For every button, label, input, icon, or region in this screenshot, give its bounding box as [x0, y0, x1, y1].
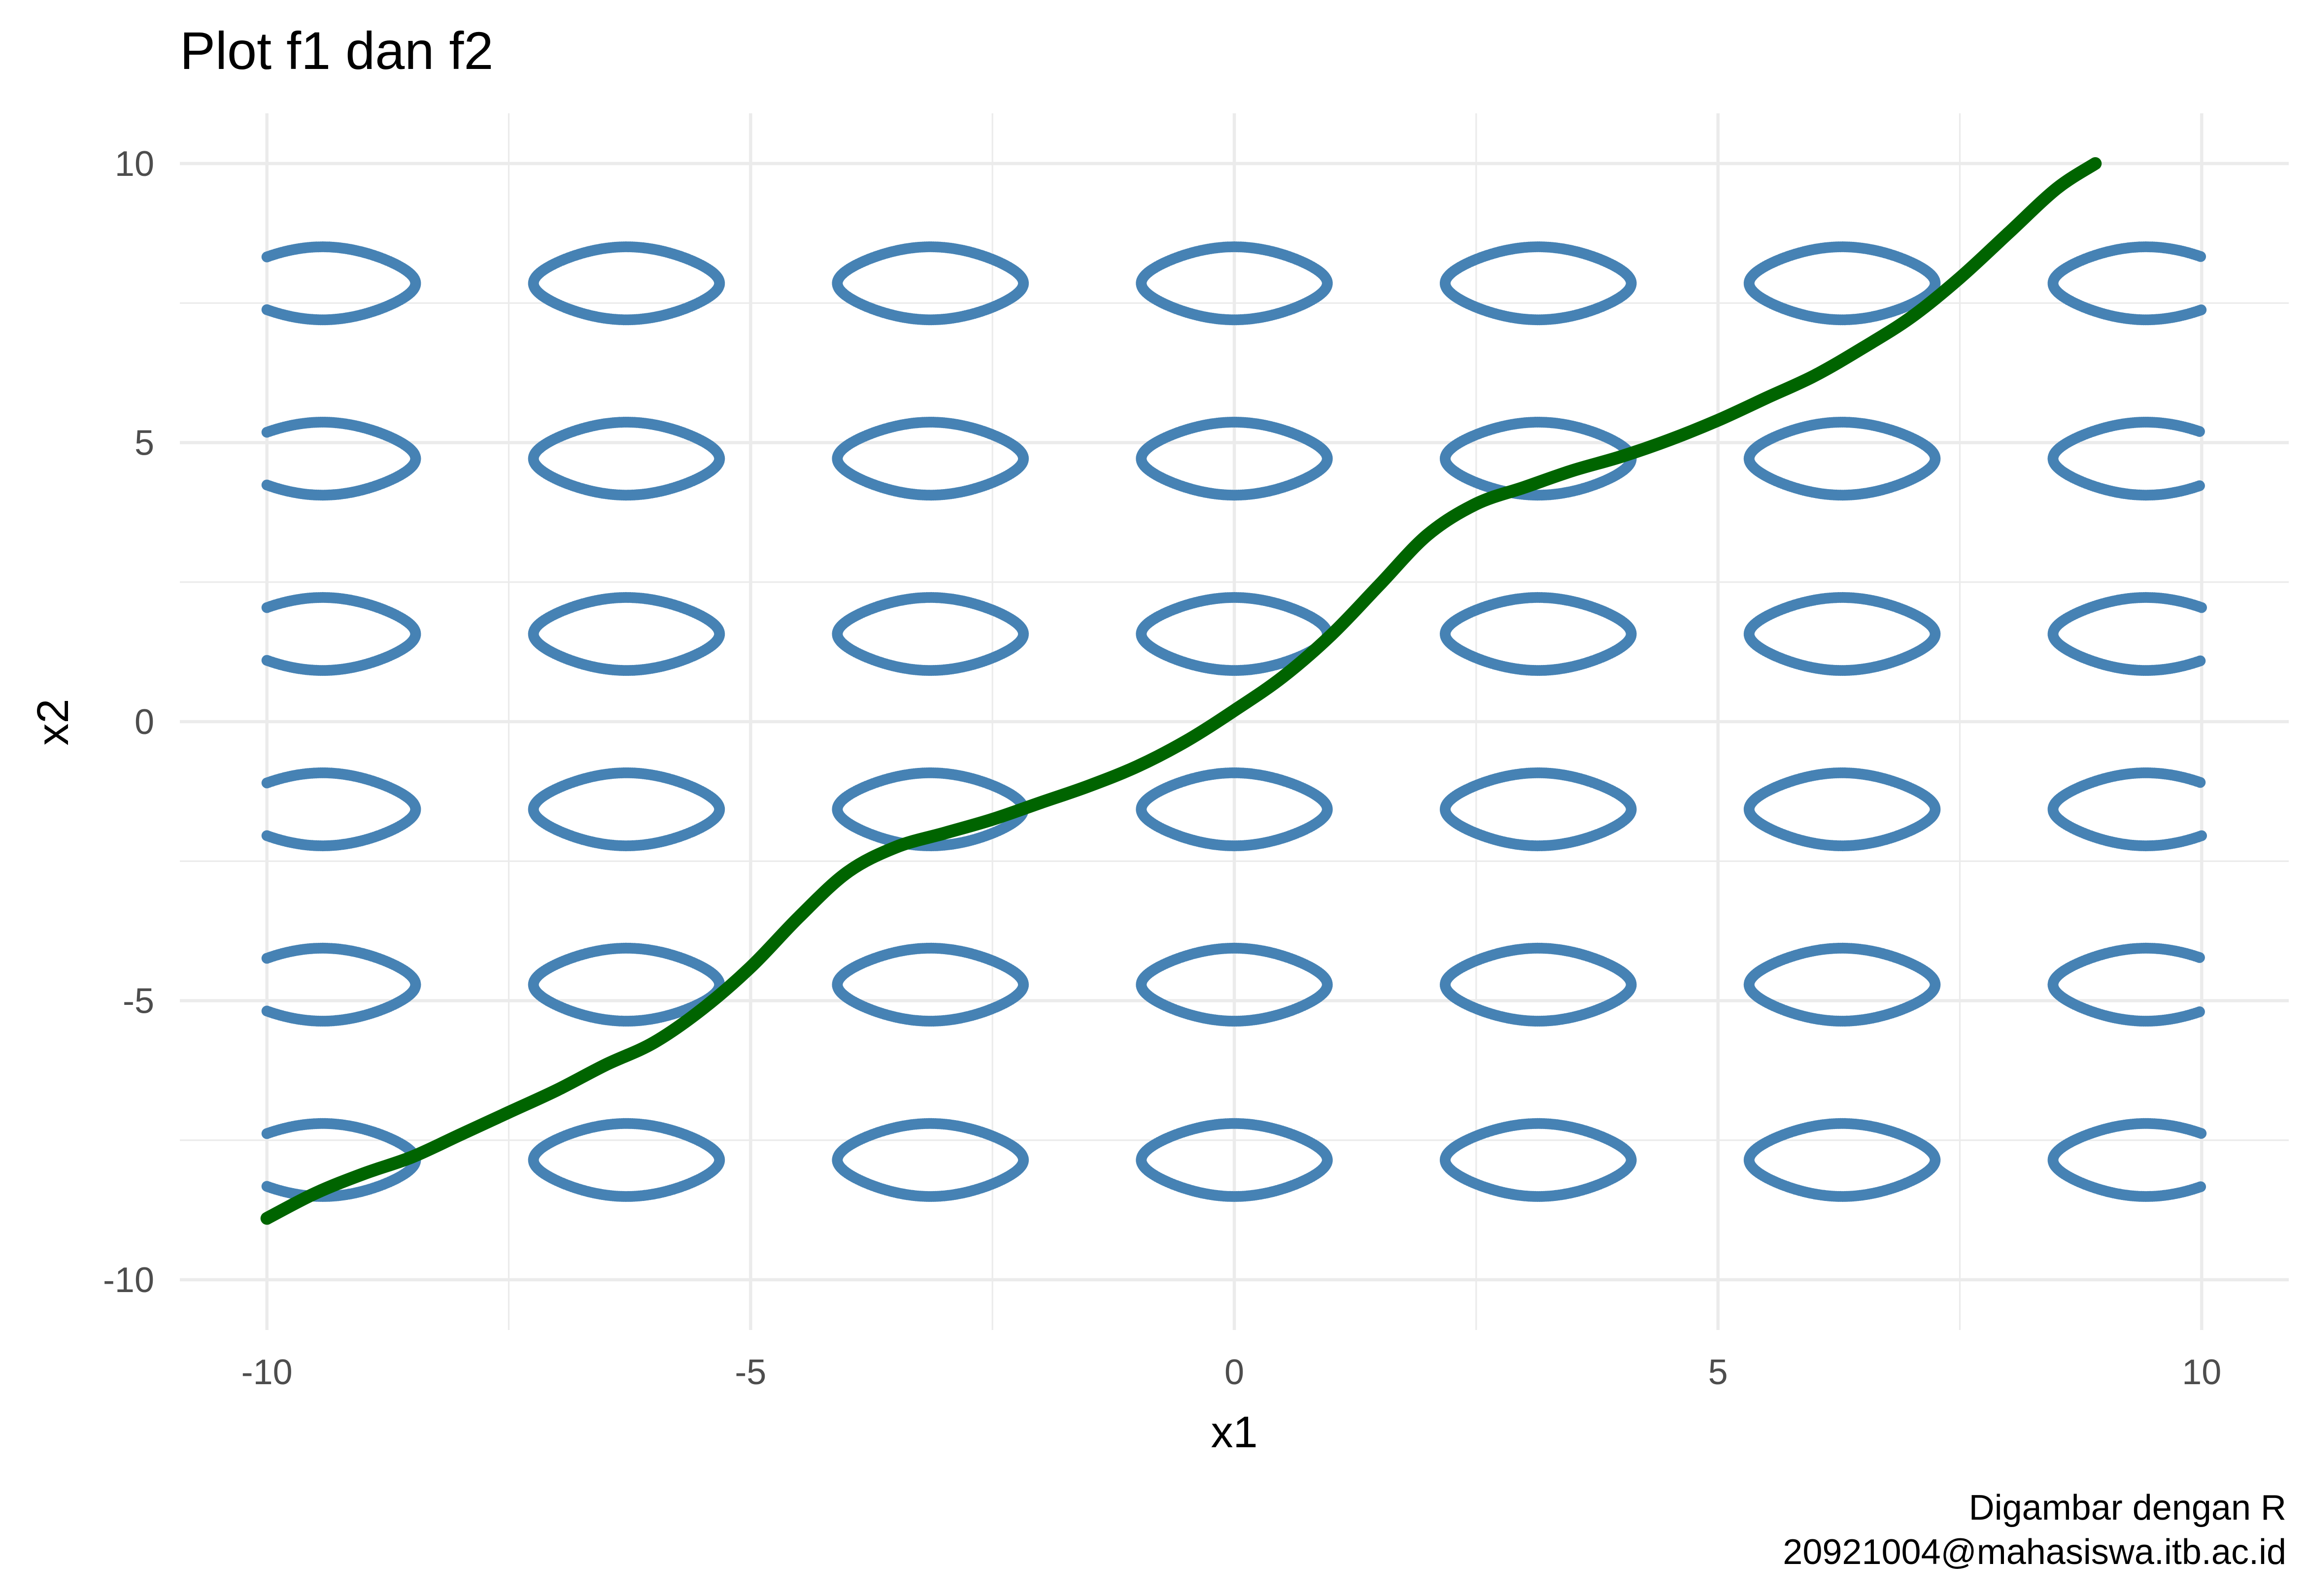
f1-points [261, 241, 2207, 1202]
f1-contour-points [261, 241, 2207, 1202]
caption-line-1: Digambar dengan R [1969, 1488, 2286, 1528]
chart-title: Plot f1 dan f2 [180, 21, 493, 80]
y-tick-label: 0 [135, 702, 154, 742]
y-axis-tick-labels: -10 -5 0 5 10 [103, 144, 154, 1300]
y-tick-label: 5 [135, 423, 154, 463]
x-tick-label: 10 [2182, 1353, 2221, 1392]
f2-line [260, 157, 2102, 1225]
y-tick-label: -10 [103, 1261, 154, 1300]
x-tick-label: 0 [1224, 1353, 1244, 1392]
y-tick-label: 10 [115, 144, 154, 184]
y-axis-label: x2 [29, 698, 78, 745]
x-tick-label: -10 [241, 1353, 293, 1392]
x-axis-label: x1 [1211, 1408, 1257, 1457]
x-tick-label: -5 [735, 1353, 766, 1392]
f2-curve [260, 157, 2102, 1225]
x-axis-tick-labels: -10 -5 0 5 10 [241, 1353, 2222, 1392]
caption-line-2: 20921004@mahasiswa.itb.ac.id [1783, 1532, 2286, 1572]
y-tick-label: -5 [123, 982, 154, 1021]
x-tick-label: 5 [1708, 1353, 1728, 1392]
